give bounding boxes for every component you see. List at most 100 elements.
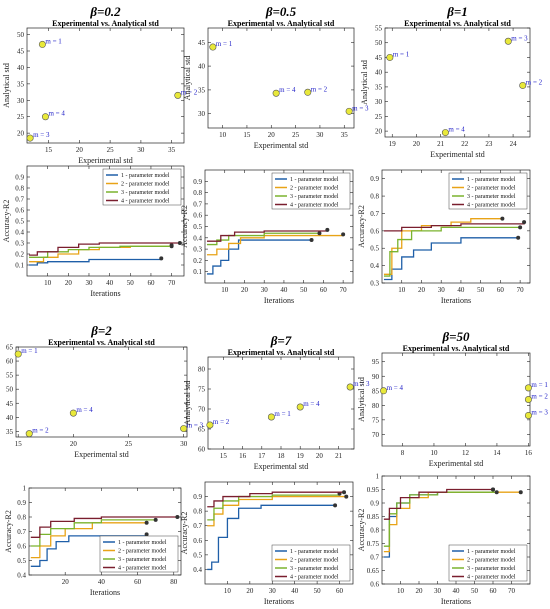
x-tick-label: 25 xyxy=(107,146,115,154)
scatter-point xyxy=(206,421,214,429)
series-endpoint-3 xyxy=(518,225,523,230)
x-tick-label: 10 xyxy=(44,279,52,287)
scatter-point xyxy=(380,387,388,395)
x-tick-label: 16 xyxy=(239,452,247,460)
y-tick-label: 0.8 xyxy=(370,193,379,201)
beta-label: β=0.2 xyxy=(89,4,121,19)
y-tick-label: 1 xyxy=(23,485,27,493)
x-axis-label: Experimental std xyxy=(430,150,484,159)
y-tick-label: 0.8 xyxy=(193,508,202,516)
x-tick-label: 50 xyxy=(300,286,308,294)
plot-frame xyxy=(26,27,185,144)
y-tick-label: 30 xyxy=(375,98,383,106)
x-tick-label: 60 xyxy=(320,286,328,294)
scatter-point xyxy=(267,413,275,421)
series-line-3 xyxy=(383,226,521,277)
y-tick-label: 0.5 xyxy=(193,551,202,559)
x-tick-label: 10 xyxy=(397,587,405,595)
legend-entry: 1 - parameter model xyxy=(290,549,339,555)
y-tick-label: 0.3 xyxy=(15,240,24,248)
point-label: m = 4 xyxy=(76,406,93,414)
x-tick-label: 19 xyxy=(297,452,305,460)
series-endpoint-1 xyxy=(516,235,521,240)
y-tick-label: 0.8 xyxy=(17,514,26,522)
series-line-3 xyxy=(30,519,156,547)
x-tick-label: 35 xyxy=(341,131,349,139)
point-label: m = 3 xyxy=(531,408,548,416)
beta-label: β=2 xyxy=(90,323,112,338)
y-tick-label: 0.6 xyxy=(193,537,202,545)
y-tick-label: 0.6 xyxy=(17,543,26,551)
series-line-4 xyxy=(206,229,328,242)
x-tick-label: 20 xyxy=(413,140,421,148)
y-tick-label: 0.9 xyxy=(17,499,26,507)
legend-entry: 3 - parameter model xyxy=(121,190,170,196)
y-tick-label: 45 xyxy=(198,39,206,47)
point-label: m = 3 xyxy=(33,131,50,139)
series-endpoint-3 xyxy=(169,243,174,248)
series-line-3 xyxy=(207,493,341,521)
scatter-point xyxy=(272,89,280,97)
x-axis-label: Iterations xyxy=(90,289,120,298)
plot-frame xyxy=(381,169,531,284)
y-tick-label: 0.7 xyxy=(370,554,379,562)
series-line-4 xyxy=(29,242,180,256)
y-axis-label: Accuracy-R2 xyxy=(357,205,366,248)
point-label: m = 2 xyxy=(213,418,230,426)
x-tick-label: 70 xyxy=(168,279,176,287)
point-label: m = 1 xyxy=(21,347,38,355)
series-endpoint-2 xyxy=(344,494,349,499)
plot-frame xyxy=(384,27,531,138)
panel-beta-1-std: 19 20 21 22 23 24 20 25 30 35 40 45 50 55 Experimental… xyxy=(360,4,543,159)
plot-frame xyxy=(381,352,531,447)
legend-entry: 3 - parameter model xyxy=(467,194,516,200)
x-tick-label: 25 xyxy=(125,440,133,448)
panel-beta-0.2-std: 15 20 25 30 35 20 25 30 35 40 45 50 Experimental std… xyxy=(2,4,198,165)
y-axis-label: Analytical std xyxy=(183,381,192,426)
y-tick-label: 25 xyxy=(375,113,383,121)
scatter-point xyxy=(441,129,449,137)
y-tick-label: 30 xyxy=(17,97,25,105)
y-tick-label: 0.8 xyxy=(15,185,24,193)
x-tick-label: 15 xyxy=(220,452,228,460)
y-axis-label: Accuracy-R2 xyxy=(2,200,11,243)
x-tick-label: 70 xyxy=(517,286,525,294)
y-axis-label: Accuracy-R2 xyxy=(180,512,189,555)
legend-entry: 1 - parameter model xyxy=(467,549,516,555)
legend-entry: 4 - parameter model xyxy=(290,203,339,209)
y-tick-label: 0.3 xyxy=(370,280,379,288)
series-line-1 xyxy=(207,504,336,571)
y-tick-label: 25 xyxy=(17,113,25,121)
y-tick-label: 30 xyxy=(198,110,206,118)
plot-title: Experimental vs. Analytical std xyxy=(403,344,510,353)
series-line-1 xyxy=(383,237,519,281)
legend-entry: 1 - parameter model xyxy=(467,177,516,183)
x-tick-label: 30 xyxy=(438,286,446,294)
plot-title: Experimental vs. Analytical std xyxy=(52,19,159,28)
x-tick-label: 17 xyxy=(258,452,266,460)
y-tick-label: 40 xyxy=(6,414,14,422)
scatter-point xyxy=(25,430,33,438)
x-tick-label: 80 xyxy=(170,578,178,586)
scatter-point xyxy=(14,350,22,358)
x-tick-label: 21 xyxy=(335,452,343,460)
series-endpoint-4 xyxy=(175,515,180,519)
point-label: m = 1 xyxy=(45,37,62,45)
series-line-2 xyxy=(29,245,172,263)
point-label: m = 2 xyxy=(526,78,543,86)
panel-beta-50-std: 8 10 12 14 16 70 75 80 85 90 95 Experimental std Ana… xyxy=(357,329,548,468)
beta-label: β=0.5 xyxy=(265,4,297,19)
y-tick-label: 0.65 xyxy=(367,567,380,575)
y-tick-label: 45 xyxy=(375,54,383,62)
y-tick-label: 70 xyxy=(372,431,380,439)
panel-beta-7-std: 15 16 17 18 19 20 21 60 65 70 75 80 Experimental std… xyxy=(183,333,370,471)
y-tick-label: 0.5 xyxy=(370,245,379,253)
y-tick-label: 95 xyxy=(372,358,380,366)
y-tick-label: 0.2 xyxy=(15,251,24,259)
x-tick-label: 60 xyxy=(490,587,498,595)
series-line-3 xyxy=(383,491,497,547)
point-label: m = 4 xyxy=(448,126,465,134)
series-endpoint-4 xyxy=(325,227,330,232)
scatter-point xyxy=(346,383,354,391)
